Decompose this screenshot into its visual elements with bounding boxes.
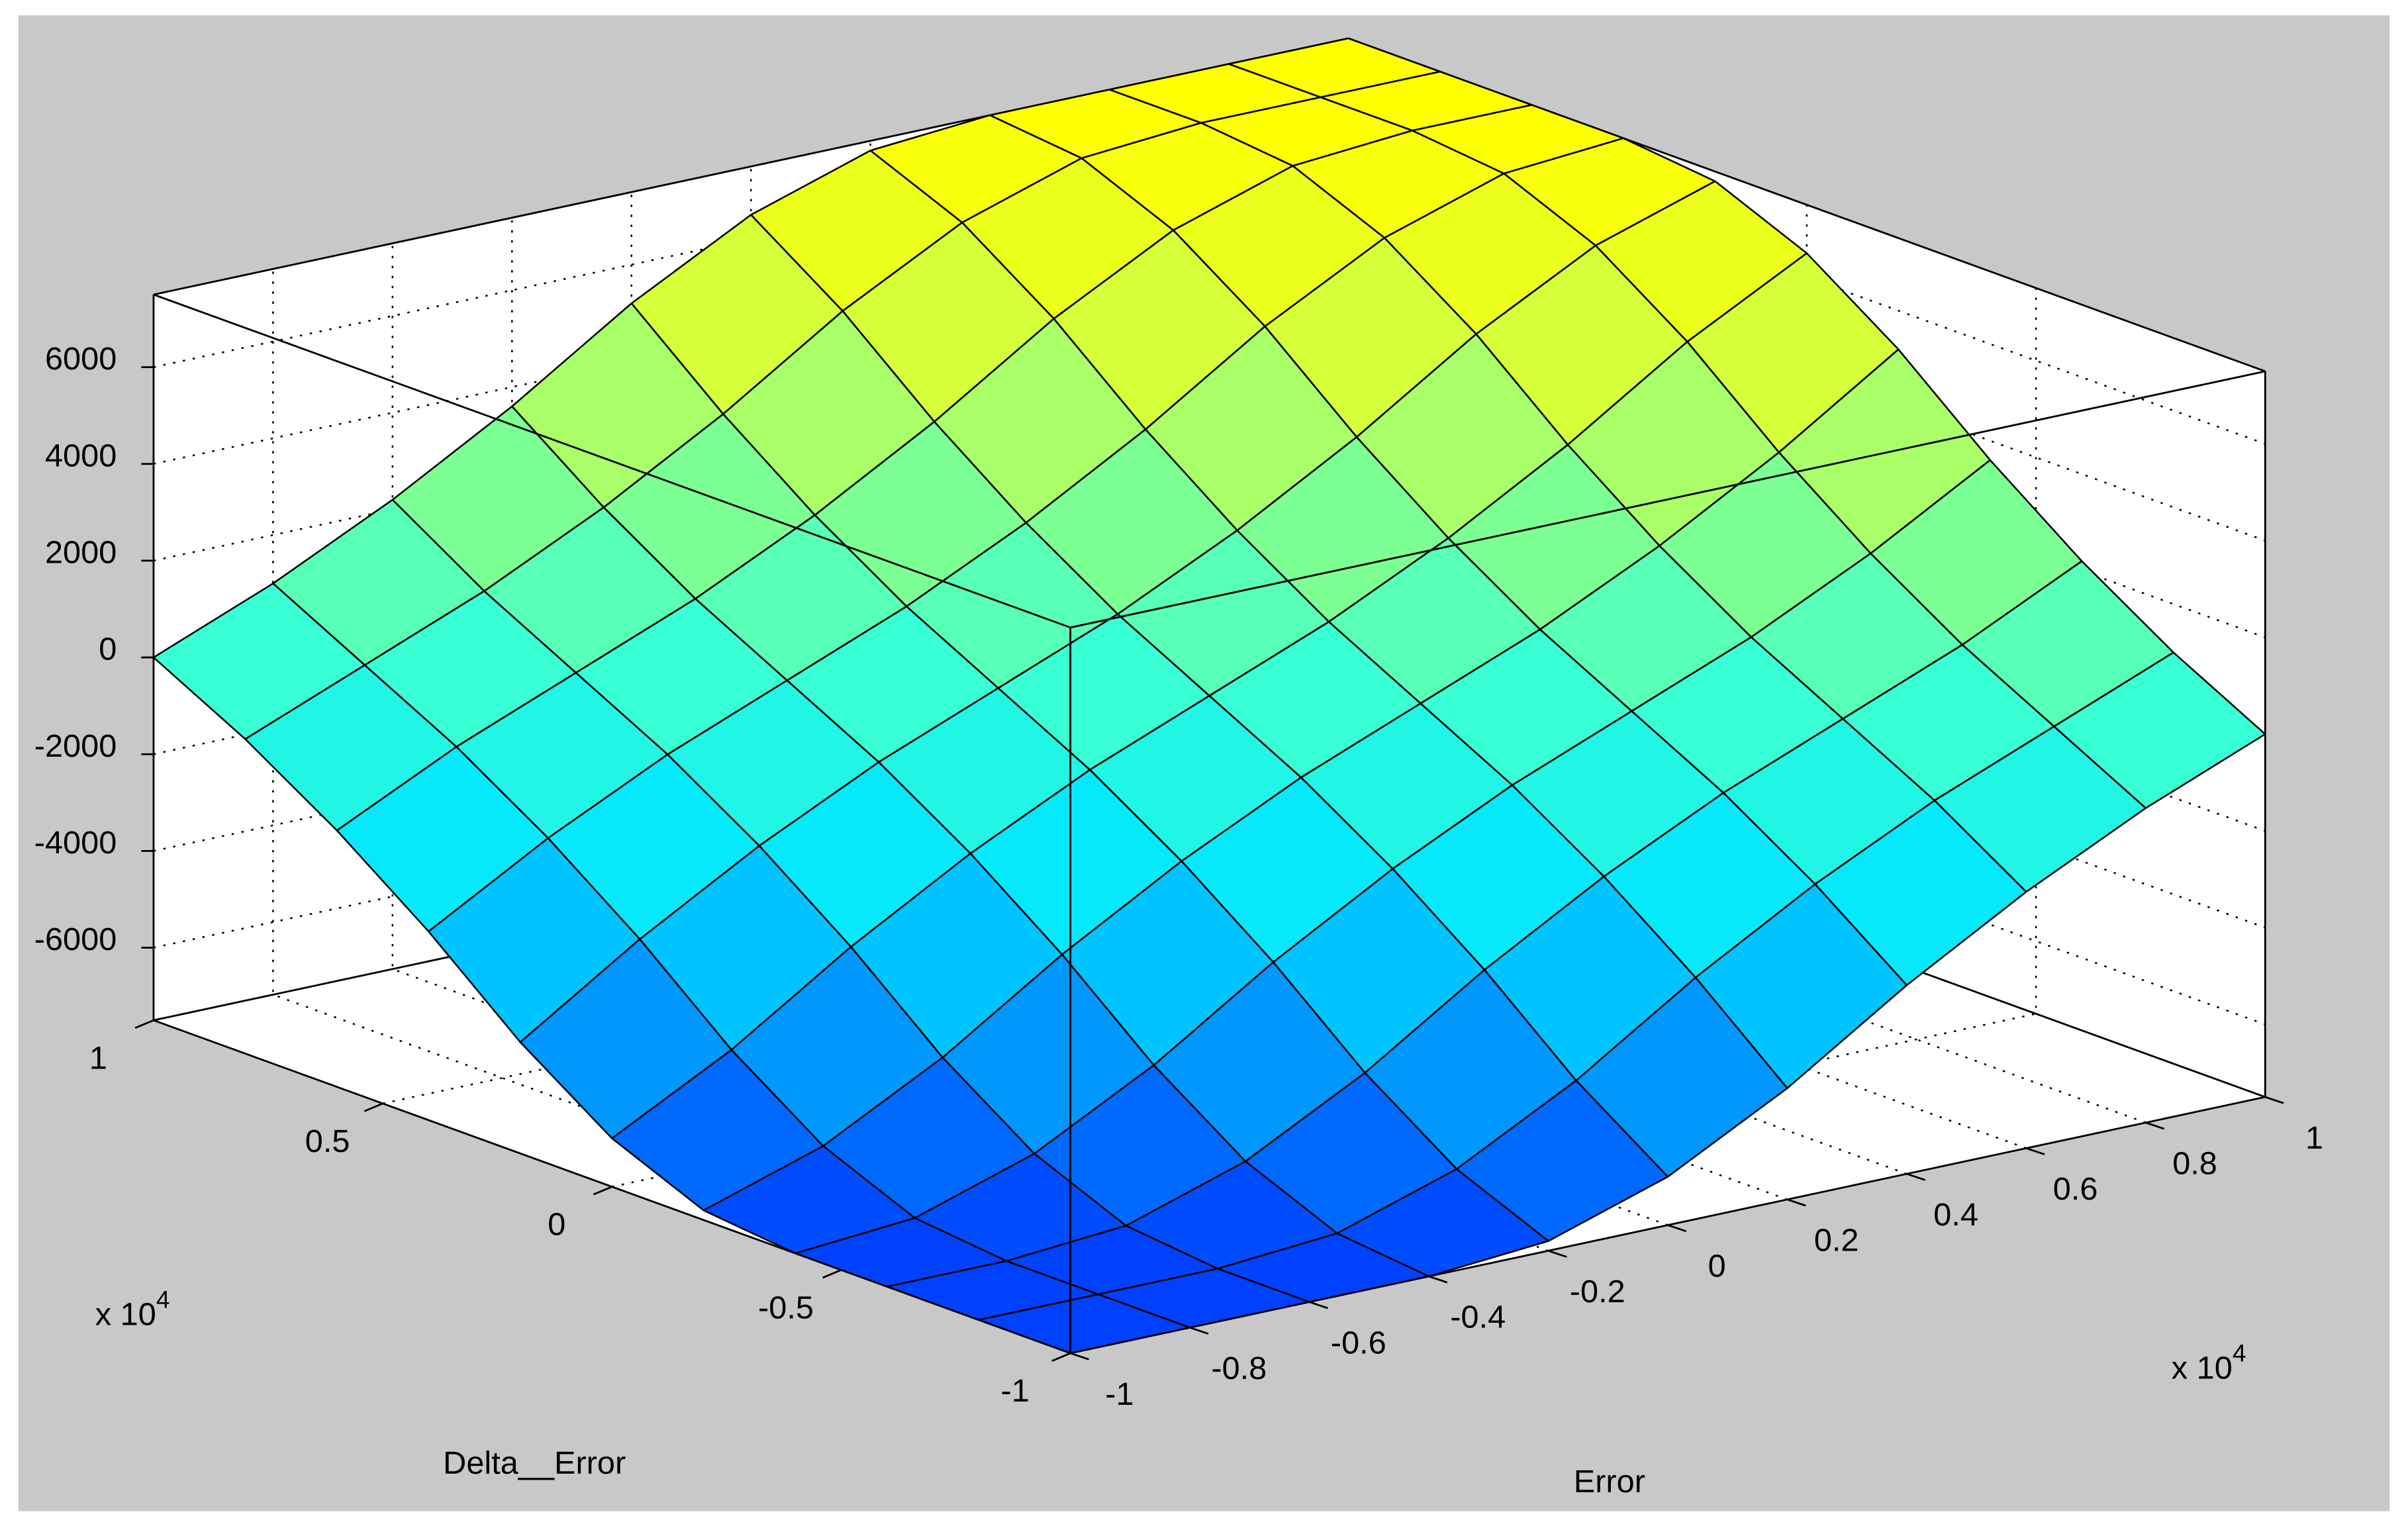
x-axis-label: Error (1574, 1464, 1645, 1499)
z-tick-label: -4000 (34, 825, 117, 861)
z-tick-label: -6000 (34, 922, 117, 957)
y-tick (363, 1102, 383, 1112)
z-tick-label: 2000 (45, 535, 117, 571)
x-tick (1787, 1198, 1806, 1207)
x-tick (2264, 1096, 2284, 1104)
z-tick-label: 6000 (45, 341, 117, 377)
y-multiplier-exponent: 4 (156, 1285, 170, 1313)
x-multiplier-exponent: 4 (2233, 1339, 2246, 1366)
x-tick-label: 0.2 (1814, 1223, 1859, 1259)
x-tick (1906, 1172, 1926, 1181)
x-tick-label: -0.8 (1211, 1351, 1267, 1386)
y-tick (822, 1269, 842, 1279)
axes: -6000 -4000 -2000 0 2000 4000 6000 -1 -0.8 -0.6 -0… (34, 37, 2323, 1412)
z-tick-label: 4000 (45, 438, 117, 473)
x-tick (1070, 1352, 1089, 1360)
box-edge (1070, 370, 2266, 629)
x-multiplier-base: x 10 (2172, 1350, 2233, 1386)
y-tick (593, 1186, 612, 1196)
z-tick-label: -2000 (34, 728, 117, 764)
y-tick-label: -1 (1001, 1373, 1030, 1409)
x-tick-label: -1 (1105, 1376, 1133, 1412)
x-tick-label: 0.4 (1933, 1197, 1978, 1233)
y-tick-label: 0.5 (305, 1123, 350, 1159)
x-tick-label: -0.4 (1450, 1300, 1506, 1335)
x-tick-label: 0.8 (2172, 1146, 2217, 1182)
x-multiplier: x 104 (2172, 1339, 2246, 1386)
y-tick (134, 1019, 154, 1029)
x-tick (2025, 1147, 2045, 1156)
x-tick (1428, 1275, 1448, 1284)
x-tick (2145, 1121, 2165, 1130)
x-tick-label: 0.6 (2053, 1171, 2098, 1207)
y-tick-label: 0 (548, 1207, 565, 1243)
y-tick-label: -0.5 (758, 1290, 814, 1325)
x-tick (1189, 1327, 1209, 1335)
y-axis-label: Delta__Error (443, 1445, 626, 1481)
box-edge (153, 293, 1071, 629)
x-tick (1548, 1249, 1567, 1258)
y-multiplier-base: x 10 (95, 1296, 156, 1332)
x-tick (1667, 1224, 1687, 1233)
y-tick-label: 1 (89, 1040, 107, 1076)
x-tick-label: -0.6 (1331, 1325, 1386, 1360)
z-tick-label: 0 (99, 632, 117, 667)
y-tick (1051, 1352, 1071, 1362)
y-multiplier: x 104 (95, 1285, 170, 1332)
x-tick (1309, 1301, 1328, 1309)
x-tick-label: -0.2 (1570, 1274, 1625, 1309)
x-tick-label: 0 (1708, 1248, 1726, 1284)
x-tick-label: 1 (2305, 1120, 2323, 1156)
